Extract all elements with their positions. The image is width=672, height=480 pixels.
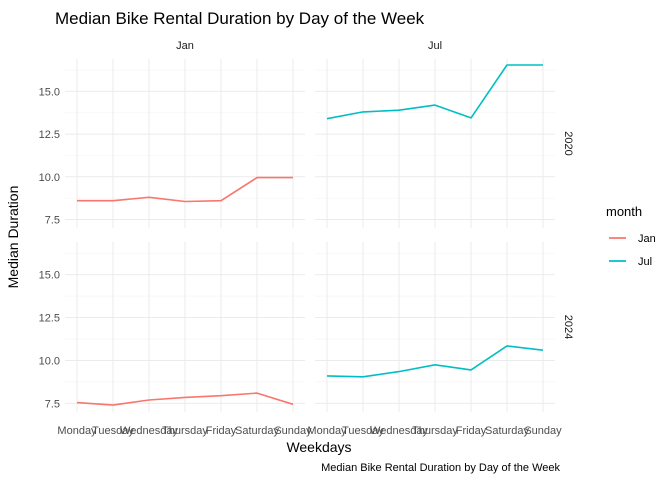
panel-grid-2020-Jul bbox=[315, 59, 555, 228]
x-tick-label: Tuesday bbox=[342, 425, 384, 437]
panel-grid-2020-Jan bbox=[65, 59, 305, 228]
series-line-Jan-2020 bbox=[77, 176, 293, 203]
x-tick-label: Sunday bbox=[274, 425, 312, 437]
y-tick-label: 15.0 bbox=[39, 270, 60, 282]
y-tick-label: 15.0 bbox=[39, 86, 60, 98]
legend: month Jan Jul bbox=[606, 204, 656, 268]
x-tick-label: Wednesday bbox=[120, 425, 178, 437]
legend-label-Jul: Jul bbox=[638, 256, 652, 268]
y-tick-label: 10.0 bbox=[39, 172, 60, 184]
x-axis-title: Weekdays bbox=[286, 439, 351, 455]
y-tick-label: 10.0 bbox=[39, 355, 60, 367]
x-tick-label: Saturday bbox=[235, 425, 280, 437]
x-tick-label: Wednesday bbox=[370, 425, 428, 437]
x-tick-label: Thursday bbox=[412, 425, 458, 437]
x-tick-label: Sunday bbox=[524, 425, 562, 437]
facet-col-label-Jul: Jul bbox=[428, 40, 442, 52]
y-tick-label: 7.5 bbox=[45, 214, 60, 226]
x-tick-label: Tuesday bbox=[92, 425, 134, 437]
panel-grid-2024-Jul bbox=[315, 242, 555, 412]
y-tick-label: 12.5 bbox=[39, 313, 60, 325]
facet-col-label-Jan: Jan bbox=[176, 40, 194, 52]
series-line-Jan-2024 bbox=[76, 392, 294, 406]
panels-layer: Jan Jul 2020 2024 7.5 10.0 12.5 15.0 7.5 10.0 12.5… bbox=[39, 40, 574, 437]
chart-caption: Median Bike Rental Duration by Day of th… bbox=[321, 462, 560, 474]
chart-title: Median Bike Rental Duration by Day of th… bbox=[55, 9, 425, 28]
y-tick-label: 7.5 bbox=[45, 398, 60, 410]
y-tick-label: 12.5 bbox=[39, 129, 60, 141]
legend-label-Jan: Jan bbox=[638, 233, 656, 245]
legend-title: month bbox=[606, 204, 642, 219]
x-tick-label: Saturday bbox=[485, 425, 530, 437]
series-line-Jul-2024 bbox=[326, 345, 544, 378]
y-axis-title: Median Duration bbox=[5, 186, 21, 289]
x-tick-label: Monday bbox=[57, 425, 97, 437]
facet-row-label-2020: 2020 bbox=[562, 131, 574, 155]
panel-grid-2024-Jan bbox=[65, 242, 305, 412]
x-tick-label: Friday bbox=[206, 425, 237, 437]
x-tick-label: Monday bbox=[307, 425, 347, 437]
series-line-Jul-2020 bbox=[326, 64, 543, 120]
facet-row-label-2024: 2024 bbox=[562, 315, 574, 339]
x-tick-label: Friday bbox=[456, 425, 487, 437]
x-tick-label: Thursday bbox=[162, 425, 208, 437]
